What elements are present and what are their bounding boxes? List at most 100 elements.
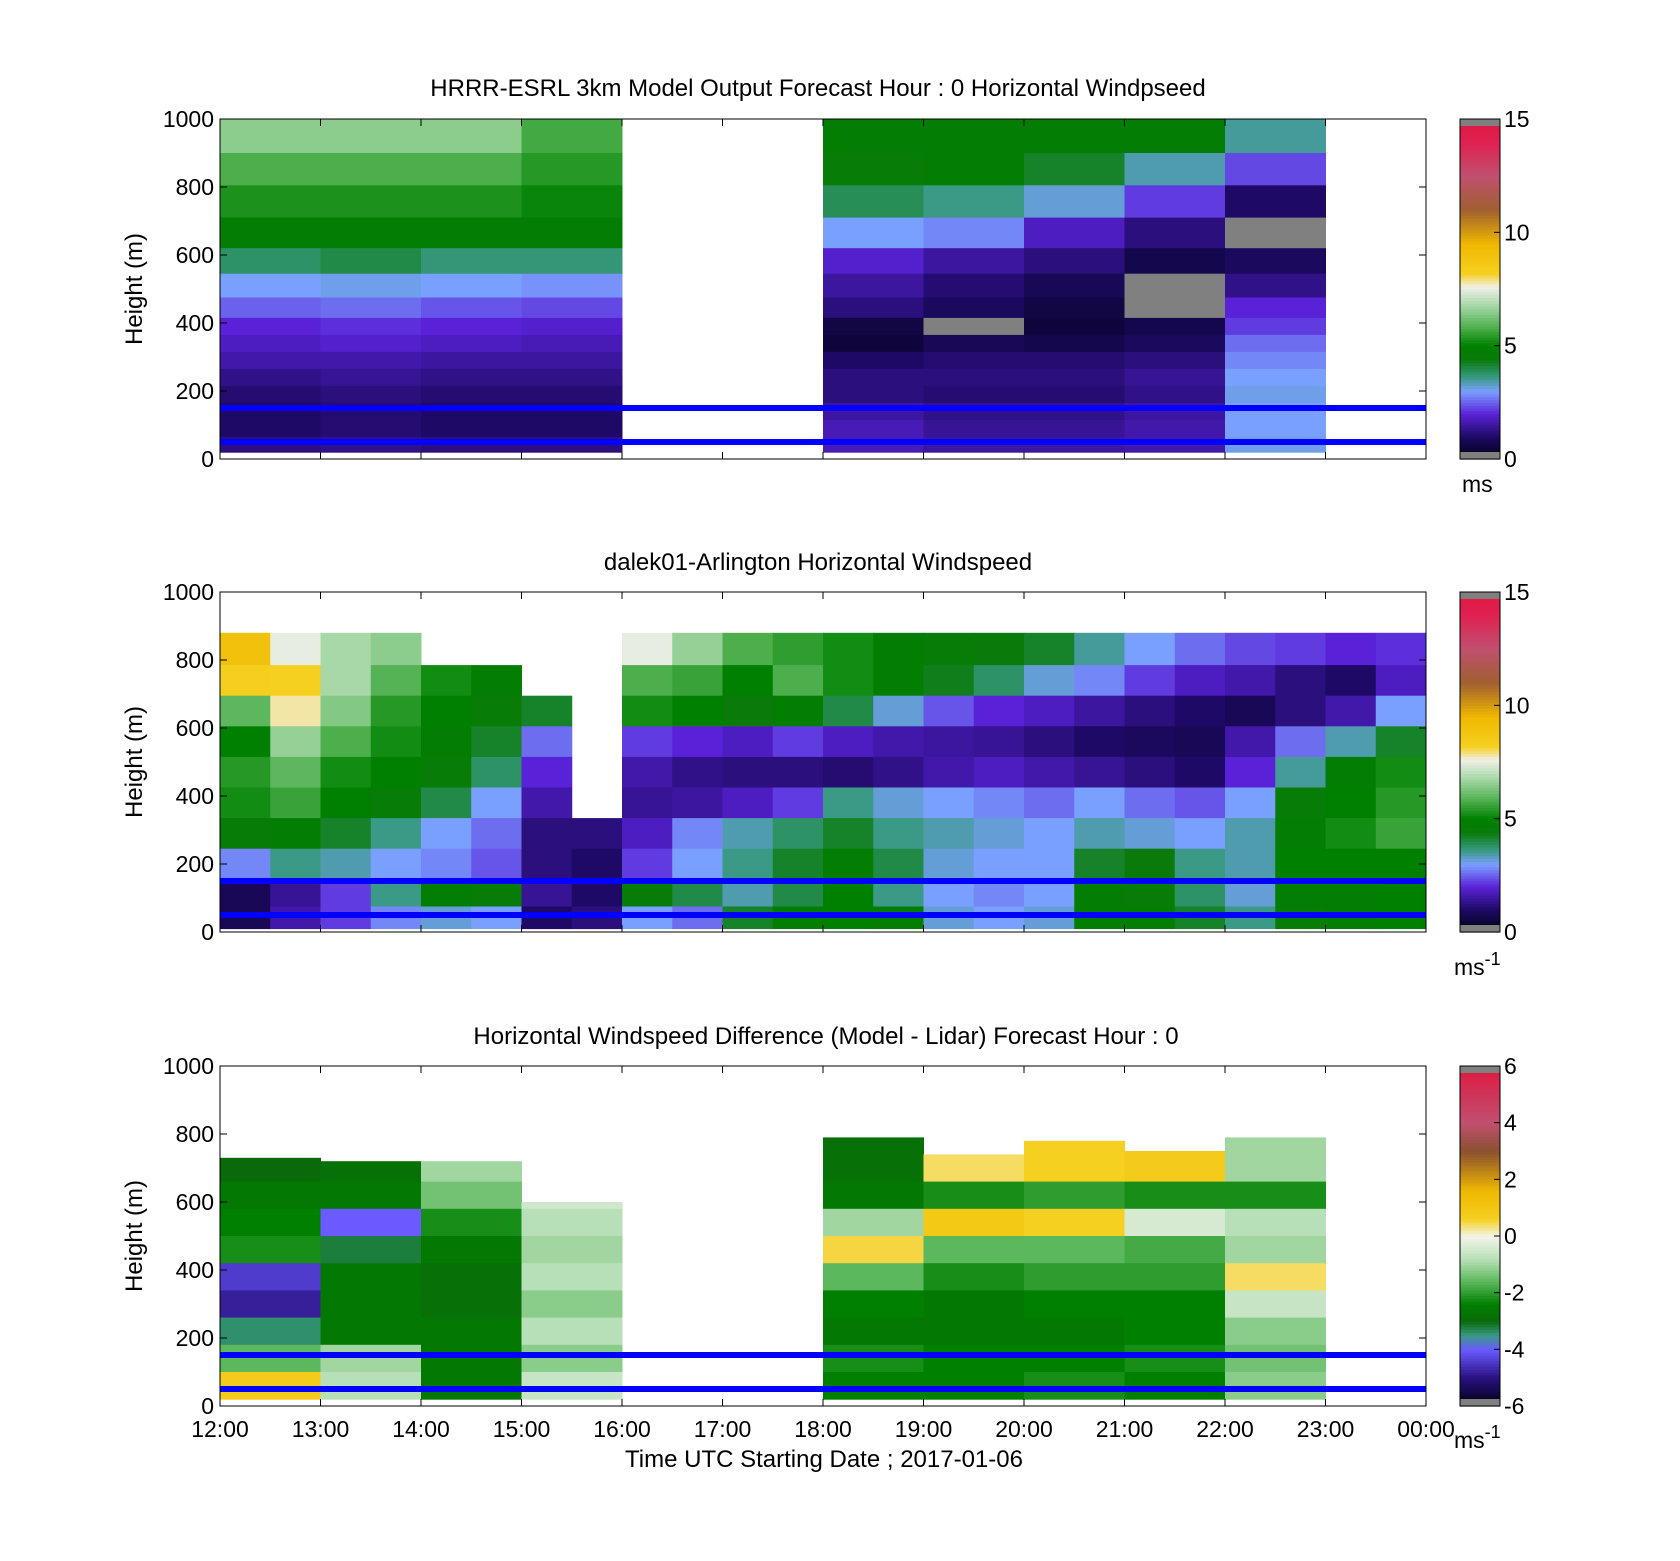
heatmap-cell	[923, 848, 975, 880]
heatmap-cell	[1124, 632, 1176, 666]
y-axis: 0 200 400 600 800 1000	[163, 579, 1426, 945]
colorbar-swatch	[1460, 716, 1500, 721]
colorbar-swatch	[1460, 600, 1500, 604]
colorbar-swatch	[1460, 835, 1500, 840]
colorbar-swatch	[1460, 153, 1500, 157]
colorbar-swatch	[1460, 1148, 1500, 1152]
heatmap-cell	[1024, 273, 1125, 298]
heatmap-cell	[1225, 385, 1326, 404]
heatmap-cell	[873, 632, 924, 666]
heatmap-cell	[270, 756, 321, 788]
heatmap-cell	[220, 695, 271, 727]
heatmap-cell	[1325, 726, 1377, 758]
heatmap-cell	[471, 848, 522, 880]
colorbar-swatch	[1460, 1261, 1500, 1265]
heatmap-cell	[370, 818, 422, 850]
colorbar-swatch	[1460, 1253, 1500, 1257]
colorbar-swatch	[1460, 886, 1500, 891]
colorbar-swatch	[1460, 917, 1500, 922]
heatmap-cell	[370, 695, 422, 727]
heatmap-cell	[1225, 317, 1326, 336]
heatmap-cell	[923, 787, 975, 819]
heatmap-cell	[521, 119, 623, 154]
heatmap-cell	[1275, 665, 1326, 697]
colorbar-swatch	[1460, 371, 1500, 375]
colorbar-swatch	[1460, 787, 1500, 791]
colorbar-swatch	[1460, 606, 1500, 610]
heatmap-cell	[823, 248, 924, 275]
heatmap-cell	[823, 818, 874, 850]
heatmap-cell	[923, 1236, 1025, 1264]
x-tick-label: 18:00	[794, 1416, 852, 1442]
heatmap-cell	[220, 351, 321, 370]
heatmap-cell	[320, 217, 422, 249]
heatmap-cell	[973, 756, 1025, 788]
colorbar-swatch	[1460, 1071, 1500, 1076]
colorbar-swatch	[1460, 662, 1500, 667]
colorbar-unit: ms-1	[1454, 1422, 1501, 1453]
colorbar-swatch	[1460, 892, 1500, 896]
heatmap-cell	[220, 818, 271, 850]
heatmap-cell	[320, 1317, 422, 1346]
x-tick-label: 00:00	[1397, 1416, 1455, 1442]
colorbar-swatch	[1460, 1145, 1500, 1149]
y-tick-label: 1000	[163, 579, 214, 605]
colorbar-swatch	[1460, 1394, 1500, 1399]
colorbar-tick-label: 4	[1504, 1110, 1517, 1136]
heatmap-cell	[521, 153, 623, 186]
colorbar-swatch	[1460, 402, 1500, 406]
colorbar-swatch	[1460, 365, 1500, 369]
colorbar-swatch	[1460, 832, 1500, 837]
heatmap-cell	[421, 787, 472, 819]
colorbar-swatch	[1460, 1275, 1500, 1280]
colorbar-swatch	[1460, 1284, 1500, 1288]
colorbar-swatch	[1460, 830, 1500, 834]
heatmap-cell	[521, 419, 623, 438]
heatmap-cell	[622, 632, 673, 666]
heatmap-cell	[320, 248, 422, 275]
heatmap-cell	[1174, 756, 1226, 788]
heatmap-cell	[220, 1236, 321, 1264]
colorbar-swatch	[1460, 1241, 1500, 1246]
heatmap-cell	[421, 818, 472, 850]
heatmap-cell	[1225, 297, 1326, 319]
y-axis-label: Height (m)	[121, 233, 148, 345]
heatmap-cell	[1225, 334, 1326, 353]
heatmap-cell	[1124, 273, 1226, 298]
heatmap-cell	[370, 787, 422, 819]
heatmap-cell	[1225, 1236, 1326, 1264]
colorbar-swatch	[1460, 872, 1500, 876]
colorbar-swatch	[1460, 311, 1500, 316]
colorbar-swatch	[1460, 1386, 1500, 1390]
heatmap-cell	[220, 153, 321, 186]
colorbar-swatch	[1460, 906, 1500, 910]
heatmap-cell	[1024, 317, 1125, 336]
colorbar-swatch	[1460, 368, 1500, 372]
colorbar-swatch	[1460, 187, 1500, 191]
colorbar-swatch	[1460, 728, 1500, 732]
heatmap-cell	[722, 818, 774, 850]
colorbar-swatch	[1460, 1219, 1500, 1223]
colorbar-swatch	[1460, 328, 1500, 333]
heatmap-cell	[421, 385, 522, 404]
heatmap-cell	[823, 185, 924, 219]
colorbar-swatch	[1460, 289, 1500, 293]
colorbar-swatch	[1460, 813, 1500, 817]
heatmap-cell	[973, 787, 1025, 819]
x-axis	[219, 119, 1427, 459]
colorbar-swatch	[1460, 1210, 1500, 1214]
colorbar-swatch	[1460, 158, 1500, 163]
heatmap-cell	[320, 297, 422, 319]
colorbar-swatch	[1460, 204, 1500, 208]
heatmap-cell	[270, 632, 321, 666]
heatmap-cell	[1024, 1372, 1125, 1400]
heatmap-cell	[923, 368, 1025, 387]
heatmap-cell	[270, 787, 321, 819]
heatmap-cell	[421, 248, 522, 275]
colorbar-swatch	[1460, 1179, 1500, 1183]
heatmap-cell	[1124, 726, 1176, 758]
heatmap-cell	[1124, 119, 1226, 154]
colorbar-swatch	[1460, 1165, 1500, 1169]
heatmap-cell	[1124, 1236, 1226, 1264]
colorbar-swatch	[1460, 416, 1500, 420]
